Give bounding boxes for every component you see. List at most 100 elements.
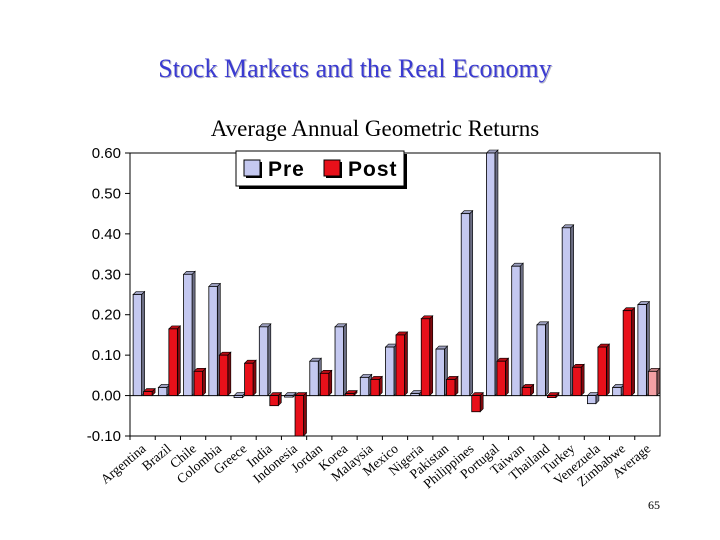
bar-post xyxy=(521,383,535,397)
bar-pre xyxy=(561,224,575,397)
bar-side xyxy=(429,315,434,397)
bar-post xyxy=(496,357,510,397)
bar-side xyxy=(202,367,206,397)
bar-post xyxy=(142,387,156,397)
bar-front xyxy=(410,393,420,396)
bar-side xyxy=(267,323,272,397)
bar-post xyxy=(370,375,383,397)
bar-pre xyxy=(611,383,625,397)
bar-pre xyxy=(510,262,524,397)
legend-box xyxy=(235,150,405,187)
bar-front xyxy=(218,354,229,396)
bar-side xyxy=(404,331,408,397)
bar-front xyxy=(370,378,380,396)
bar-post xyxy=(647,367,661,397)
bar-side xyxy=(505,357,509,397)
bar-side xyxy=(177,325,181,397)
bar-post xyxy=(546,391,560,399)
bar-front xyxy=(597,346,607,396)
legend-label-pre: Pre xyxy=(268,158,305,181)
bar-front xyxy=(345,393,355,396)
bar-front xyxy=(309,360,319,396)
bar-front xyxy=(435,348,445,396)
bar-post xyxy=(218,351,232,397)
bar-front xyxy=(193,370,203,396)
bar-pre xyxy=(233,391,247,399)
y-tick-label: 0.30 xyxy=(92,266,121,283)
bar-front xyxy=(521,387,532,396)
bar-front xyxy=(334,326,344,396)
bar-post xyxy=(445,375,459,397)
bar-pre xyxy=(637,300,651,397)
bar-front xyxy=(183,273,193,396)
y-tick-label: 0.50 xyxy=(92,185,121,202)
bar-side xyxy=(303,391,307,437)
bar-front xyxy=(460,213,471,396)
bar-post xyxy=(319,369,333,397)
bar-front xyxy=(511,265,521,396)
bar-post xyxy=(420,315,434,397)
bar-pre xyxy=(586,391,600,405)
bar-front xyxy=(536,324,546,396)
bar-post xyxy=(470,391,484,413)
bar-front xyxy=(637,304,647,396)
bar-post xyxy=(597,343,611,397)
bar-front xyxy=(359,376,370,396)
bar-pre xyxy=(309,357,323,397)
bar-front xyxy=(258,326,269,396)
bar-front xyxy=(168,328,178,396)
bar-pre xyxy=(258,323,272,397)
bar-front xyxy=(294,395,304,437)
bar-side xyxy=(343,323,347,397)
bar-pre xyxy=(182,270,196,397)
bar-front xyxy=(486,152,496,396)
bar-front xyxy=(233,395,243,398)
bar-post xyxy=(168,325,182,397)
bar-front xyxy=(395,334,405,396)
y-axis: 0.60 0.50 0.40 0.30 0.20 0.10 0.00 -0.10 xyxy=(87,145,130,445)
y-tick-label: -0.10 xyxy=(87,428,121,445)
bar-post xyxy=(622,306,636,397)
bar-front xyxy=(244,362,254,396)
bar-front xyxy=(269,395,279,407)
bar-front xyxy=(319,372,330,396)
bar-post xyxy=(344,389,358,397)
bar-pre xyxy=(334,323,348,397)
x-axis: ArgentinaBrazilChileColombiaGreeceIndiaI… xyxy=(98,436,653,491)
bar-front xyxy=(143,391,153,396)
bar-front xyxy=(561,227,572,396)
legend-swatch-pre xyxy=(243,159,261,177)
bar-side xyxy=(227,351,232,397)
y-tick-label: 0.20 xyxy=(92,307,121,324)
bar-front xyxy=(284,395,294,398)
bar-pre xyxy=(460,209,474,397)
bar-front xyxy=(446,378,456,396)
bar-front xyxy=(647,370,658,396)
legend: Pre Post xyxy=(235,150,407,189)
bar-post xyxy=(395,331,409,397)
bar-pre xyxy=(208,282,222,397)
bar-pre xyxy=(410,389,423,397)
bar-pre xyxy=(536,321,550,397)
bar-post xyxy=(269,391,283,407)
bar-pre xyxy=(435,345,449,397)
bar-side xyxy=(328,369,333,397)
bar-front xyxy=(622,310,633,396)
bar-side xyxy=(631,306,635,397)
bar-front xyxy=(587,395,597,405)
slide-number: 65 xyxy=(648,498,660,512)
bar-side xyxy=(519,262,524,397)
bars xyxy=(132,149,661,437)
bar-side xyxy=(606,343,610,397)
bar-side xyxy=(141,290,145,397)
bar-pre xyxy=(359,373,373,397)
bar-post xyxy=(294,391,308,437)
y-tick-label: 0.00 xyxy=(92,388,121,405)
bar-post xyxy=(193,367,207,397)
bar-pre xyxy=(485,149,499,397)
legend-swatch-post xyxy=(323,159,341,177)
bar-front xyxy=(471,395,481,413)
slide-title: Stock Markets and the Real Economy xyxy=(158,54,552,83)
bar-front xyxy=(132,294,143,396)
